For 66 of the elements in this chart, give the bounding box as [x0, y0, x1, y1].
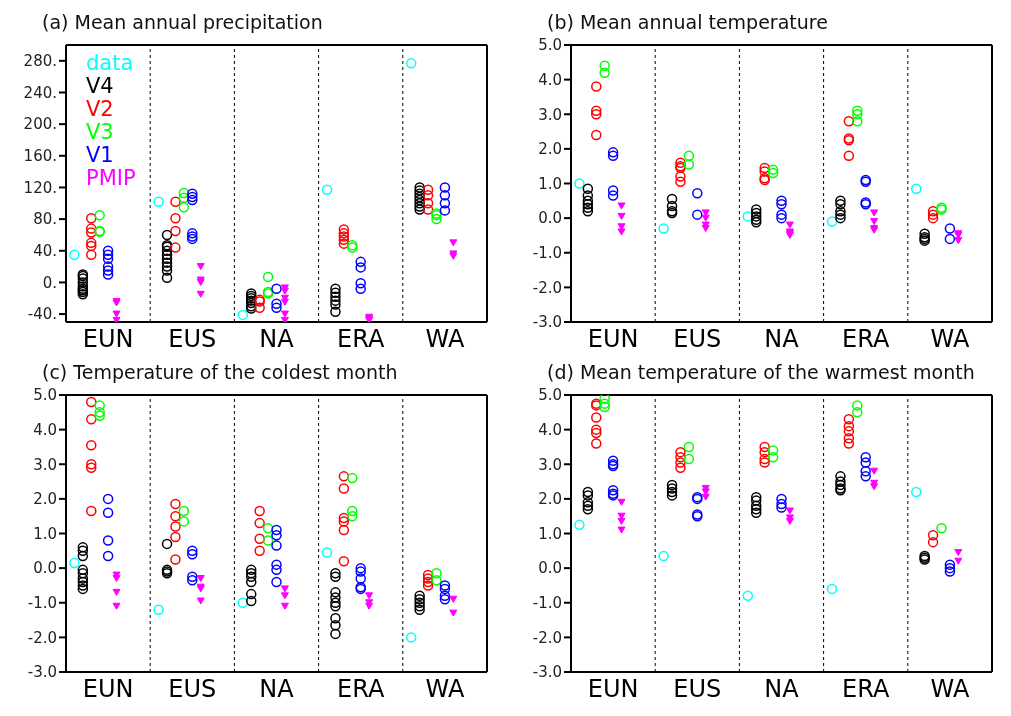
y-tick-label: -1.0 [27, 594, 57, 613]
y-tick-label: 160. [23, 147, 57, 166]
y-tick-label: -1.0 [532, 244, 562, 263]
y-tick-label: 3.0 [33, 455, 57, 474]
y-tick-label: 2.0 [538, 490, 562, 509]
x-tick-label: EUN [82, 675, 134, 704]
y-tick-label: 80. [33, 210, 57, 229]
chart-title: (c) Temperature of the coldest month [42, 360, 399, 385]
y-tick-label: -3.0 [532, 313, 562, 332]
y-tick-label: 0. [42, 273, 57, 292]
x-tick-label: EUS [673, 675, 722, 704]
y-tick-label: 0.0 [538, 559, 562, 578]
y-tick-label: -2.0 [532, 628, 562, 647]
x-tick-label: ERA [842, 675, 890, 704]
y-tick-label: 1.0 [538, 524, 562, 543]
text: V3 [86, 120, 115, 144]
y-tick-label: 3.0 [538, 105, 562, 124]
y-tick-label: 0.0 [538, 209, 562, 228]
text: V2 [86, 97, 115, 121]
x-tick-label: ERA [337, 325, 385, 354]
x-tick-label: NA [764, 325, 800, 354]
y-tick-label: 2.0 [538, 140, 562, 159]
text: V4 [86, 74, 115, 98]
x-tick-label: WA [425, 325, 465, 354]
x-tick-label: NA [259, 325, 295, 354]
x-tick-label: WA [425, 675, 465, 704]
x-tick-label: NA [259, 675, 295, 704]
y-tick-label: 1.0 [538, 174, 562, 193]
y-tick-label: 4.0 [33, 420, 57, 439]
y-tick-label: 5.0 [538, 386, 562, 405]
x-tick-label: EUN [82, 325, 134, 354]
x-tick-label: NA [764, 675, 800, 704]
x-tick-label: ERA [842, 325, 890, 354]
x-tick-label: EUS [673, 325, 722, 354]
y-tick-label: 40. [33, 242, 57, 261]
y-tick-label: 5.0 [538, 36, 562, 55]
chart-title: (d) Mean temperature of the warmest month [547, 360, 976, 385]
y-tick-label: 1.0 [33, 524, 57, 543]
x-tick-label: EUS [168, 675, 217, 704]
x-tick-label: EUS [168, 325, 217, 354]
x-tick-label: WA [930, 325, 970, 354]
chart-title: (b) Mean annual temperature [547, 10, 829, 35]
y-tick-label: -3.0 [532, 663, 562, 682]
y-tick-label: 2.0 [33, 490, 57, 509]
x-tick-label: EUN [587, 325, 639, 354]
x-tick-label: EUN [587, 675, 639, 704]
y-tick-label: 3.0 [538, 455, 562, 474]
x-tick-label: ERA [337, 675, 385, 704]
chart-title: (a) Mean annual precipitation [42, 10, 324, 35]
y-tick-label: 280. [23, 52, 57, 71]
y-tick-label: -40. [27, 305, 57, 324]
y-tick-label: 120. [23, 178, 57, 197]
text: data [86, 51, 135, 75]
y-tick-label: -2.0 [27, 628, 57, 647]
y-tick-label: 240. [23, 83, 57, 102]
text: PMIP [86, 166, 136, 190]
y-tick-label: 4.0 [538, 70, 562, 89]
y-tick-label: -1.0 [532, 594, 562, 613]
y-tick-label: 4.0 [538, 420, 562, 439]
y-tick-label: 5.0 [33, 386, 57, 405]
y-tick-label: 0.0 [33, 559, 57, 578]
y-tick-label: -3.0 [27, 663, 57, 682]
x-tick-label: WA [930, 675, 970, 704]
y-tick-label: 200. [23, 115, 57, 134]
text: V1 [86, 143, 115, 167]
y-tick-label: -2.0 [532, 278, 562, 297]
